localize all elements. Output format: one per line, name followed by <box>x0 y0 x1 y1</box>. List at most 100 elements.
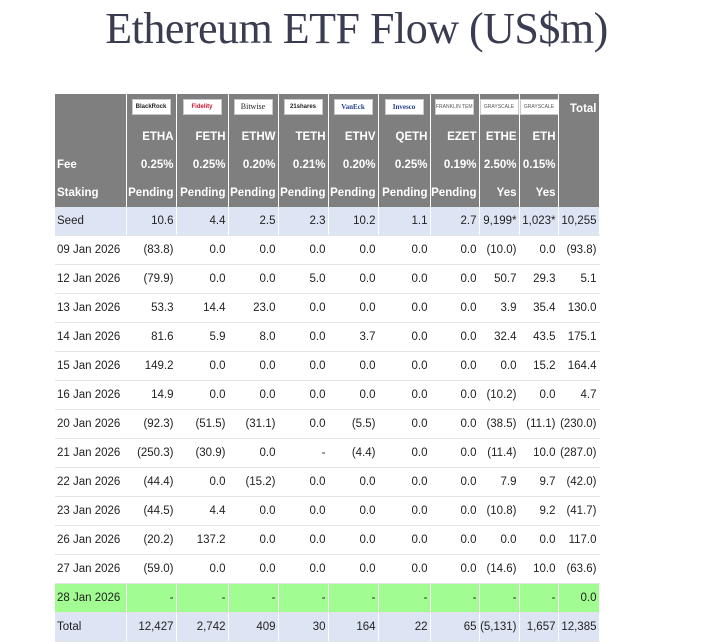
franklin-logo: FRANKLIN TEMPLETON <box>435 99 474 115</box>
flow-cell: 0.0 <box>176 264 229 294</box>
ticker-cell: ETHA <box>126 123 177 151</box>
corner-cell <box>55 94 127 123</box>
ticker-row: ETHA FETH ETHW TETH ETHV QETH EZET ETHE … <box>55 123 600 151</box>
table-row: 21 Jan 2026 (250.3) (30.9) 0.0- (4.4) 0.0 0.0(… <box>55 438 600 468</box>
fee-cell: 0.25% <box>378 151 431 179</box>
ticker-cell: EZET <box>430 123 480 151</box>
flow-cell: 0.0 <box>430 235 480 265</box>
flow-cell: 2.7 <box>430 207 480 236</box>
flow-cell: 0.0 <box>328 235 379 265</box>
row-label: Total <box>55 612 127 642</box>
flow-cell: 22 <box>378 612 431 642</box>
fee-cell: 0.20% <box>228 151 279 179</box>
row-total-cell: 4.7 <box>558 380 600 410</box>
flow-cell: 409 <box>228 612 279 642</box>
flow-cell: 35.4 <box>519 293 559 323</box>
staking-cell: Yes <box>479 179 520 207</box>
flow-cell: (38.5) <box>479 409 520 439</box>
flow-cell: 9,199* <box>479 207 520 236</box>
flow-cell: (14.6) <box>479 554 520 584</box>
flow-cell: 5.0 <box>278 264 329 294</box>
row-total-cell: 117.0 <box>558 525 600 555</box>
bitwise-logo: Bitwise <box>233 99 273 115</box>
flow-cell: 164 <box>328 612 379 642</box>
row-total-cell: 175.1 <box>558 322 600 352</box>
flow-cell: 29.3 <box>519 264 559 294</box>
flow-cell: 0.0 <box>176 351 229 381</box>
flow-cell: 0.0 <box>228 235 279 265</box>
fee-cell: 0.25% <box>176 151 229 179</box>
flow-cell: 0.0 <box>176 467 229 497</box>
fee-cell: 0.21% <box>278 151 329 179</box>
flow-cell: 0.0 <box>519 235 559 265</box>
flow-cell: 0.0 <box>228 554 279 584</box>
flow-cell: 0.0 <box>328 351 379 381</box>
flow-cell: 32.4 <box>479 322 520 352</box>
fee-cell: 0.15% <box>519 151 559 179</box>
staking-cell: Pending <box>278 179 329 207</box>
seed-row: Seed 10.6 4.4 2.5 2.3 10.2 1.1 2.7 9,199* 1,023* 1… <box>55 207 600 236</box>
staking-row: Staking Pending Pending Pending Pending … <box>55 179 600 207</box>
flow-cell: 0.0 <box>378 525 431 555</box>
flow-cell: 0.0 <box>430 554 480 584</box>
flow-cell: 0.0 <box>378 467 431 497</box>
flow-cell: 137.2 <box>176 525 229 555</box>
flow-cell: 0.0 <box>228 525 279 555</box>
flow-cell: 0.0 <box>378 264 431 294</box>
flow-cell: 0.0 <box>278 467 329 497</box>
flow-cell: 14.4 <box>176 293 229 323</box>
table-row: 09 Jan 2026 (83.8) 0.0 0.0 0.0 0.0 0.0 0.0 (10.0… <box>55 235 600 265</box>
staking-cell: Yes <box>519 179 559 207</box>
flow-cell: 0.0 <box>278 525 329 555</box>
flow-cell: 30 <box>278 612 329 642</box>
flow-cell: 149.2 <box>126 351 177 381</box>
flow-cell: (5.5) <box>328 409 379 439</box>
row-label: 13 Jan 2026 <box>55 293 127 323</box>
flow-cell: 0.0 <box>278 235 329 265</box>
flow-cell: - <box>228 583 279 613</box>
staking-cell: Pending <box>378 179 431 207</box>
flow-cell: 0.0 <box>378 293 431 323</box>
row-label: 21 Jan 2026 <box>55 438 127 468</box>
flow-cell: 0.0 <box>430 496 480 526</box>
total-row: Total 12,427 2,742 409 30 164 22 65 (5,131) 1,657… <box>55 612 600 642</box>
row-total-cell: 0.0 <box>558 583 600 613</box>
flow-cell: 0.0 <box>328 467 379 497</box>
flow-cell: 0.0 <box>479 351 520 381</box>
row-label: 14 Jan 2026 <box>55 322 127 352</box>
flow-cell: - <box>278 583 329 613</box>
flow-cell: 43.5 <box>519 322 559 352</box>
flow-cell: 0.0 <box>378 496 431 526</box>
row-total-cell: (41.7) <box>558 496 600 526</box>
table-row: 16 Jan 2026 14.9 0.0 0.0 0.0 0.0 0.0 0.0 (10.2) 0… <box>55 380 600 410</box>
table-row: 15 Jan 2026 149.2 0.0 0.0 0.0 0.0 0.0 0.0 0.0 15.… <box>55 351 600 381</box>
flow-cell: 23.0 <box>228 293 279 323</box>
flow-cell: 0.0 <box>278 380 329 410</box>
flow-cell: 65 <box>430 612 480 642</box>
flow-cell: 0.0 <box>278 322 329 352</box>
flow-cell: 0.0 <box>278 409 329 439</box>
row-label: 15 Jan 2026 <box>55 351 127 381</box>
flow-cell: 1.1 <box>378 207 431 236</box>
flow-cell: 0.0 <box>378 235 431 265</box>
fee-label: Fee <box>55 151 127 179</box>
page-title: Ethereum ETF Flow (US$m) <box>105 4 608 53</box>
flow-cell: (15.2) <box>228 467 279 497</box>
flow-cell: (11.1) <box>519 409 559 439</box>
flow-cell: 0.0 <box>176 235 229 265</box>
row-label: 09 Jan 2026 <box>55 235 127 265</box>
grayscale-logo: GRAYSCALE <box>479 99 518 115</box>
flow-cell: 0.0 <box>378 438 431 468</box>
table-row: 28 Jan 2026- - - - - - - - -0.0 <box>55 583 600 613</box>
row-total-cell: 5.1 <box>558 264 600 294</box>
fee-cell: 0.19% <box>430 151 480 179</box>
total-header: Total <box>558 94 600 123</box>
flow-cell: 0.0 <box>176 380 229 410</box>
flow-cell: 0.0 <box>278 351 329 381</box>
flow-cell: 1,023* <box>519 207 559 236</box>
flow-cell: (92.3) <box>126 409 177 439</box>
staking-cell: Pending <box>228 179 279 207</box>
flow-cell: 0.0 <box>430 438 480 468</box>
flow-cell: 0.0 <box>328 380 379 410</box>
grayscale-mini-logo: GRAYSCALE <box>519 99 557 115</box>
